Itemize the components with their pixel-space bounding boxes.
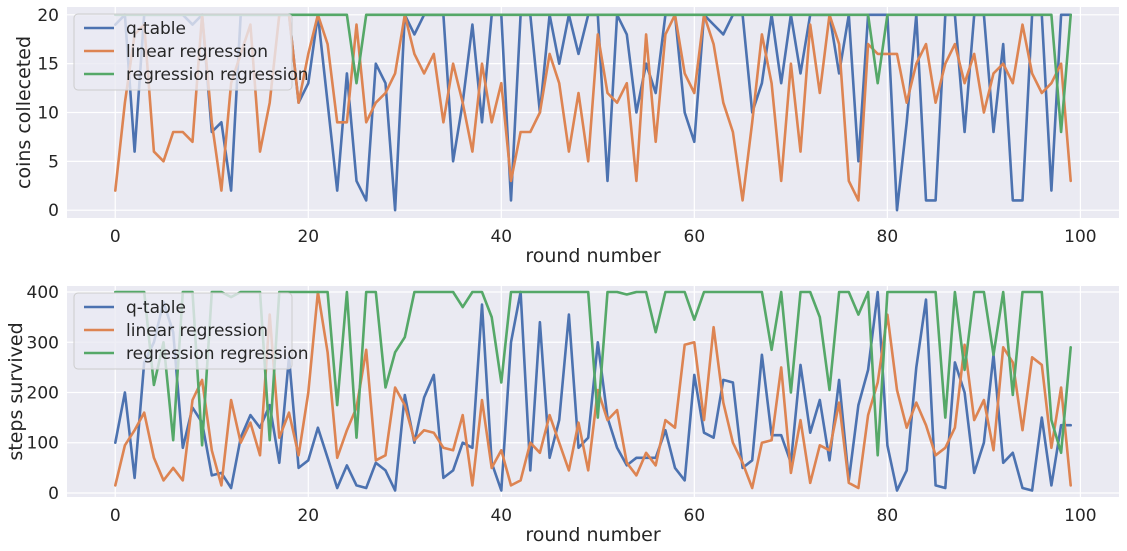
legend-box (73, 13, 293, 91)
y-tick-label: 100 (27, 434, 59, 454)
y-tick-label: 200 (27, 384, 59, 404)
coins-collected-chart: 0 20 40 60 80 100 0 5 10 15 20 round number coins co… (13, 6, 1119, 267)
x-tick-label: 80 (877, 506, 899, 526)
series-line-q-table (114, 290, 1072, 492)
y-tick-label: 15 (37, 55, 59, 75)
x-tick-label: 60 (684, 506, 706, 526)
y-tick-label: 20 (37, 6, 59, 26)
y-tick-label: 0 (48, 201, 59, 221)
x-axis-label: round number (525, 524, 661, 546)
x-tick-label: 0 (110, 506, 121, 526)
x-tick-label: 0 (110, 227, 121, 247)
y-tick-label: 5 (48, 152, 59, 172)
x-tick-label: 40 (490, 227, 512, 247)
legend-label: q-table (126, 19, 186, 39)
legend-label: regression regression (126, 344, 309, 364)
legend-label: linear regression (126, 42, 268, 62)
y-tick-label: 300 (27, 333, 59, 353)
y-tick-label: 10 (37, 104, 59, 124)
y-axis-label: steps survived (5, 322, 27, 460)
legend: q-table linear regression regression regre… (73, 13, 309, 91)
x-tick-label: 100 (1064, 227, 1096, 247)
x-axis-label: round number (525, 245, 661, 267)
y-tick-label: 400 (27, 283, 59, 303)
legend: q-table linear regression regression regre… (73, 292, 309, 370)
x-tick-label: 100 (1064, 506, 1096, 526)
x-tick-label: 20 (297, 227, 319, 247)
y-axis-label: coins colleceted (13, 36, 35, 189)
legend-label: linear regression (126, 321, 268, 341)
y-tick-label: 0 (48, 484, 59, 504)
x-tick-label: 80 (877, 227, 899, 247)
steps-survived-chart: 0 20 40 60 80 100 0 100 200 300 400 round number ste… (5, 283, 1119, 546)
x-tick-label: 20 (297, 506, 319, 526)
legend-box (73, 292, 293, 370)
x-tick-label: 40 (490, 506, 512, 526)
legend-label: q-table (126, 298, 186, 318)
legend-label: regression regression (126, 65, 309, 85)
x-tick-label: 60 (684, 227, 706, 247)
